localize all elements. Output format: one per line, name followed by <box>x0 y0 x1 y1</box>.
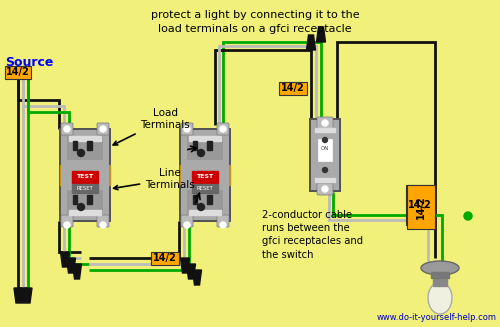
Bar <box>311 120 339 190</box>
Polygon shape <box>72 264 82 279</box>
Ellipse shape <box>428 282 452 314</box>
Bar <box>107 165 110 185</box>
Text: 14/2: 14/2 <box>416 195 426 219</box>
FancyBboxPatch shape <box>217 123 229 135</box>
Bar <box>181 130 229 220</box>
Circle shape <box>78 203 84 211</box>
Bar <box>179 128 231 222</box>
Bar <box>87 141 92 150</box>
Text: 14/2: 14/2 <box>153 253 177 263</box>
FancyBboxPatch shape <box>406 185 434 225</box>
Bar <box>189 135 221 141</box>
Circle shape <box>100 222 106 228</box>
Polygon shape <box>60 252 70 267</box>
Bar <box>192 171 218 183</box>
Bar <box>207 141 212 150</box>
FancyBboxPatch shape <box>217 215 229 227</box>
Text: 2-conductor cable
runs between the
gfci receptacles and
the switch: 2-conductor cable runs between the gfci … <box>262 210 363 260</box>
Bar <box>59 128 111 222</box>
Polygon shape <box>306 35 316 50</box>
Text: ON: ON <box>321 146 329 151</box>
Circle shape <box>322 186 328 192</box>
Bar <box>72 171 98 183</box>
Text: TEST: TEST <box>76 175 94 180</box>
Circle shape <box>100 126 106 132</box>
Polygon shape <box>66 258 76 273</box>
Bar <box>433 274 447 286</box>
Circle shape <box>220 222 226 228</box>
Polygon shape <box>180 258 190 273</box>
FancyBboxPatch shape <box>279 81 307 95</box>
Circle shape <box>64 126 70 132</box>
Bar <box>318 139 332 161</box>
Bar <box>431 272 449 278</box>
Bar <box>315 178 335 182</box>
Circle shape <box>198 149 204 157</box>
Polygon shape <box>19 288 27 303</box>
Bar <box>72 184 98 193</box>
FancyBboxPatch shape <box>97 123 109 135</box>
Bar <box>180 165 183 185</box>
Polygon shape <box>192 270 202 285</box>
Bar <box>309 118 341 192</box>
Text: RESET: RESET <box>76 186 94 192</box>
Bar <box>207 195 212 204</box>
FancyBboxPatch shape <box>61 123 73 135</box>
Text: 14/2: 14/2 <box>408 200 432 210</box>
Bar <box>67 190 103 214</box>
Circle shape <box>78 149 84 157</box>
Polygon shape <box>14 288 22 303</box>
Ellipse shape <box>421 261 459 275</box>
Bar <box>193 141 197 150</box>
Bar <box>87 195 92 204</box>
Text: TEST: TEST <box>196 175 214 180</box>
Circle shape <box>220 126 226 132</box>
Circle shape <box>322 167 328 173</box>
Bar <box>193 195 197 204</box>
Circle shape <box>64 222 70 228</box>
Bar <box>67 136 103 160</box>
Bar <box>69 210 101 215</box>
Circle shape <box>322 120 328 126</box>
Text: Source: Source <box>5 56 54 68</box>
Text: RESET: RESET <box>196 186 214 192</box>
FancyBboxPatch shape <box>151 251 179 265</box>
Bar <box>407 185 435 229</box>
Circle shape <box>322 137 328 143</box>
Circle shape <box>464 212 472 220</box>
FancyBboxPatch shape <box>97 215 109 227</box>
Bar <box>227 165 230 185</box>
Polygon shape <box>186 264 196 279</box>
Polygon shape <box>316 27 326 42</box>
Bar <box>61 130 109 220</box>
Bar <box>60 165 63 185</box>
Bar <box>69 135 101 141</box>
FancyBboxPatch shape <box>5 65 31 78</box>
Bar <box>73 141 77 150</box>
FancyBboxPatch shape <box>317 183 333 195</box>
Text: Line
Terminals: Line Terminals <box>114 168 195 190</box>
Circle shape <box>198 203 204 211</box>
Text: 14/2: 14/2 <box>281 83 305 93</box>
Text: 14/2: 14/2 <box>6 67 30 77</box>
Bar <box>187 190 223 214</box>
Polygon shape <box>24 288 32 303</box>
Bar <box>73 195 77 204</box>
Text: protect a light by connecting it to the
load terminals on a gfci receptacle: protect a light by connecting it to the … <box>150 10 360 34</box>
Circle shape <box>184 126 190 132</box>
Bar <box>189 210 221 215</box>
Bar <box>192 184 218 193</box>
FancyBboxPatch shape <box>181 215 193 227</box>
Text: Load
Terminals: Load Terminals <box>113 108 190 145</box>
FancyBboxPatch shape <box>181 123 193 135</box>
FancyBboxPatch shape <box>61 215 73 227</box>
Circle shape <box>184 222 190 228</box>
Bar <box>315 128 335 132</box>
Bar <box>187 136 223 160</box>
FancyBboxPatch shape <box>317 117 333 129</box>
Text: www.do-it-yourself-help.com: www.do-it-yourself-help.com <box>377 313 497 322</box>
